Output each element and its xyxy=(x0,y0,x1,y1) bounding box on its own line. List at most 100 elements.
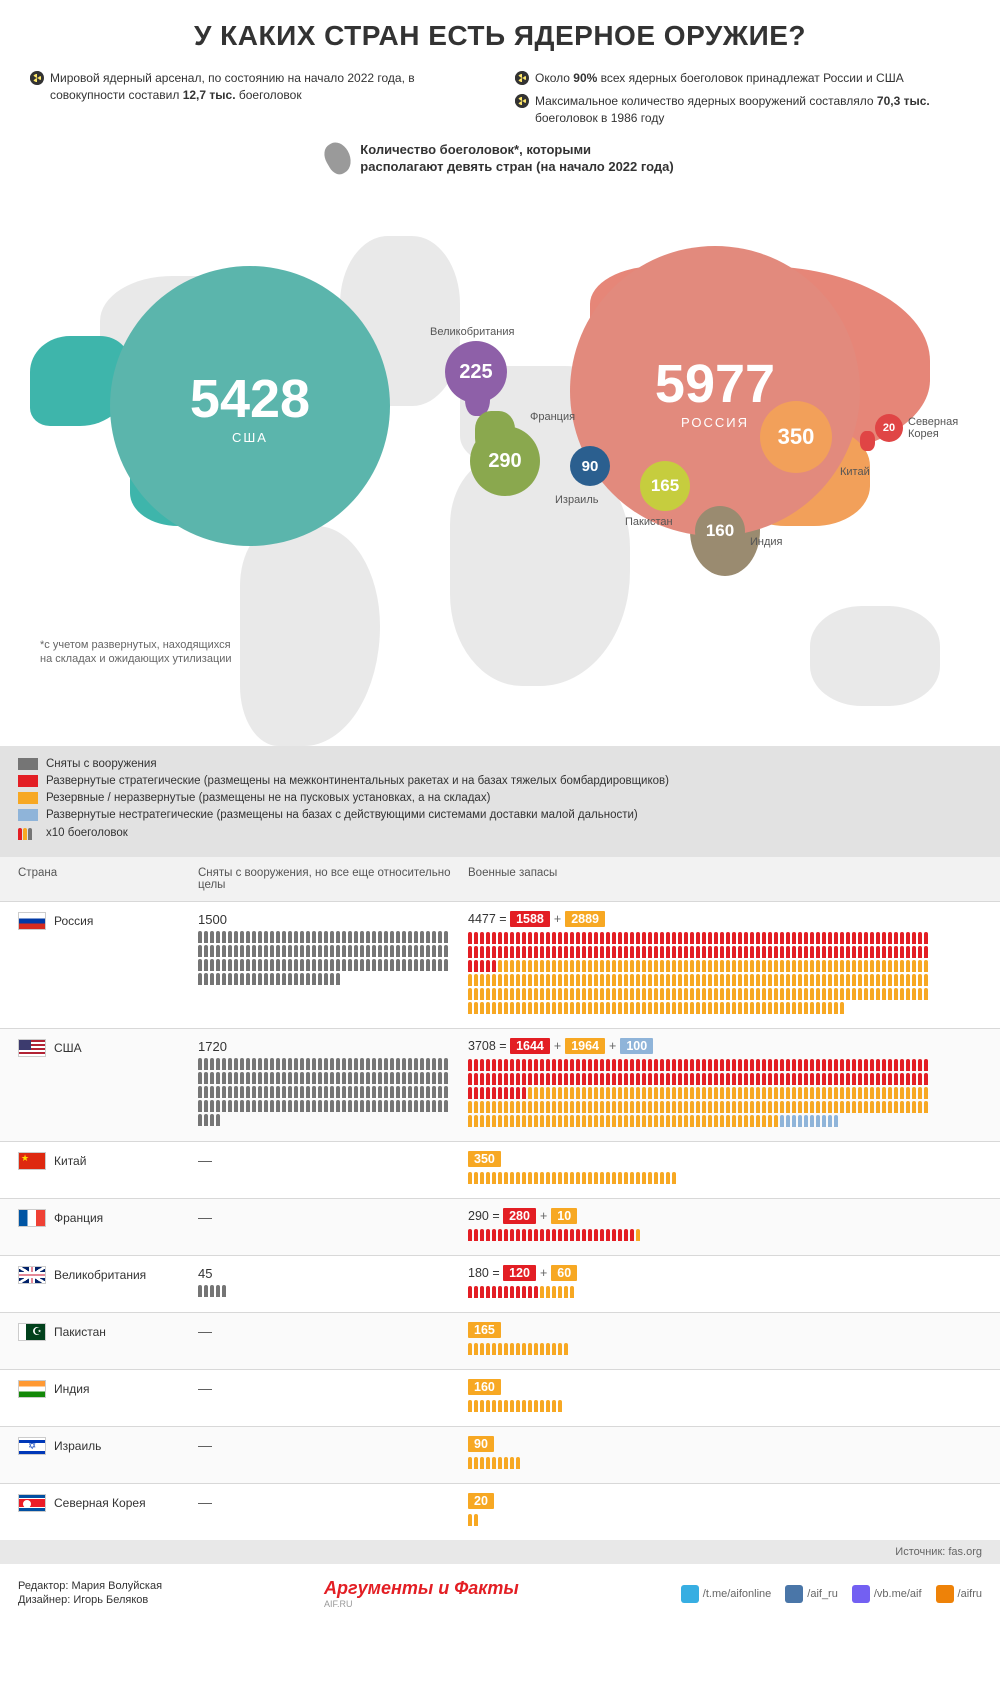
radiation-icon xyxy=(30,71,44,85)
stock-viz xyxy=(468,1400,928,1412)
legend-item: Развернутые стратегические (размещены на… xyxy=(18,775,982,787)
table-row: Франция—290 = 280+10 xyxy=(0,1198,1000,1255)
bubble-Китай: 350 xyxy=(760,401,832,473)
world-map: 5428США5977РОССИЯ225Великобритания290Фра… xyxy=(30,186,970,726)
stock-formula: 90 xyxy=(468,1437,982,1451)
retired-value: 1720 xyxy=(198,1039,468,1054)
country-name: Великобритания xyxy=(54,1268,146,1282)
bubble-США: 5428США xyxy=(110,266,390,546)
legend: Сняты с вооружения Развернутые стратегиче… xyxy=(0,746,1000,857)
country-name: Северная Корея xyxy=(54,1496,146,1510)
legend-scale: x10 боеголовок xyxy=(18,826,982,840)
social-icon xyxy=(852,1585,870,1603)
flag-icon xyxy=(18,1039,46,1057)
flag-icon xyxy=(18,1266,46,1284)
col-retired: Сняты с вооружения, но все еще относител… xyxy=(198,867,468,891)
retired-value: — xyxy=(198,1380,212,1396)
stock-viz xyxy=(468,932,928,1014)
stock-viz xyxy=(468,1514,928,1526)
retired-value: — xyxy=(198,1494,212,1510)
retired-value: — xyxy=(198,1437,212,1453)
country-name: Израиль xyxy=(54,1439,101,1453)
social-icon xyxy=(936,1585,954,1603)
flag-icon xyxy=(18,1437,46,1455)
table-row: Великобритания 45180 = 120+60 xyxy=(0,1255,1000,1312)
fact-item: Максимальное количество ядерных вооружен… xyxy=(515,93,970,127)
table-row: Израиль — 90 xyxy=(0,1426,1000,1483)
stock-formula: 290 = 280+10 xyxy=(468,1209,982,1223)
social-link[interactable]: /t.me/aifonline xyxy=(681,1585,771,1603)
retired-value: — xyxy=(198,1152,212,1168)
bubble-РОССИЯ: 5977РОССИЯ xyxy=(570,246,860,536)
map-subtitle: Количество боеголовок*, которыми распола… xyxy=(30,142,970,176)
stock-formula: 165 xyxy=(468,1323,982,1337)
retired-viz xyxy=(198,931,448,985)
legend-item: Сняты с вооружения xyxy=(18,758,982,770)
flag-icon xyxy=(18,1323,46,1341)
country-label: Израиль xyxy=(555,494,598,506)
social-link[interactable]: /aifru xyxy=(936,1585,982,1603)
source: Источник: fas.org xyxy=(0,1540,1000,1564)
radiation-icon xyxy=(515,94,529,108)
social-icon xyxy=(681,1585,699,1603)
flag-icon xyxy=(18,1152,46,1170)
country-label: Пакистан xyxy=(625,516,673,528)
social-link[interactable]: /vb.me/aif xyxy=(852,1585,922,1603)
country-label: Китай xyxy=(840,466,870,478)
stock-formula: 180 = 120+60 xyxy=(468,1266,982,1280)
country-name: Китай xyxy=(54,1154,86,1168)
bubble-Пакистан: 165 xyxy=(640,461,690,511)
retired-value: 45 xyxy=(198,1266,468,1281)
bubble-Северная Корея: 20 xyxy=(875,414,903,442)
country-label: Северная Корея xyxy=(908,416,958,440)
social-links: /t.me/aifonline/aif_ru/vb.me/aif/aifru xyxy=(681,1585,982,1603)
col-stock: Военные запасы xyxy=(468,867,982,891)
bubble-Израиль: 90 xyxy=(570,446,610,486)
warhead-table: Страна Сняты с вооружения, но все еще от… xyxy=(0,857,1000,1540)
stock-viz xyxy=(468,1059,928,1127)
retired-value: — xyxy=(198,1323,212,1339)
fact-item: Около 90% всех ядерных боеголовок принад… xyxy=(515,70,970,87)
key-facts: Мировой ядерный арсенал, по состоянию на… xyxy=(30,70,970,132)
flag-icon xyxy=(18,912,46,930)
bomb-icon xyxy=(320,139,357,179)
table-row: Россия 15004477 = 1588+2889 xyxy=(0,901,1000,1028)
bubble-Великобритания: 225 xyxy=(445,341,507,403)
retired-viz xyxy=(198,1285,448,1297)
table-row: Пакистан — 165 xyxy=(0,1312,1000,1369)
country-label: Индия xyxy=(750,536,783,548)
legend-item: Развернутые нестратегические (размещены … xyxy=(18,809,982,821)
credits: Редактор: Мария Волуйская Дизайнер: Игор… xyxy=(18,1580,162,1608)
country-name: Пакистан xyxy=(54,1325,106,1339)
table-row: Северная Корея — 20 xyxy=(0,1483,1000,1540)
stock-viz xyxy=(468,1229,928,1241)
legend-item: Резервные / неразвернутые (размещены не … xyxy=(18,792,982,804)
radiation-icon xyxy=(515,71,529,85)
country-name: США xyxy=(54,1041,82,1055)
flag-icon xyxy=(18,1494,46,1512)
social-icon xyxy=(785,1585,803,1603)
stock-viz xyxy=(468,1172,928,1184)
flag-icon xyxy=(18,1209,46,1227)
stock-formula: 160 xyxy=(468,1380,982,1394)
country-label: Франция xyxy=(530,411,575,423)
publisher-logo: Аргументы и Факты AIF.RU xyxy=(324,1578,519,1609)
stock-formula: 4477 = 1588+2889 xyxy=(468,912,982,926)
table-row: США17203708 = 1644+1964+100 xyxy=(0,1028,1000,1141)
table-row: Китай — 350 xyxy=(0,1141,1000,1198)
country-label: Великобритания xyxy=(430,326,514,338)
table-row: Индия—160 xyxy=(0,1369,1000,1426)
retired-viz xyxy=(198,1058,448,1126)
map-footnote: *с учетом развернутых, находящихся на ск… xyxy=(40,638,240,667)
fact-item: Мировой ядерный арсенал, по состоянию на… xyxy=(30,70,485,104)
retired-value: — xyxy=(198,1209,212,1225)
page-title: У КАКИХ СТРАН ЕСТЬ ЯДЕРНОЕ ОРУЖИЕ? xyxy=(30,20,970,52)
social-link[interactable]: /aif_ru xyxy=(785,1585,838,1603)
bubble-Индия: 160 xyxy=(695,506,745,556)
retired-value: 1500 xyxy=(198,912,468,927)
stock-formula: 20 xyxy=(468,1494,982,1508)
stock-viz xyxy=(468,1286,928,1298)
stock-viz xyxy=(468,1457,928,1469)
stock-formula: 350 xyxy=(468,1152,982,1166)
country-name: Россия xyxy=(54,914,93,928)
